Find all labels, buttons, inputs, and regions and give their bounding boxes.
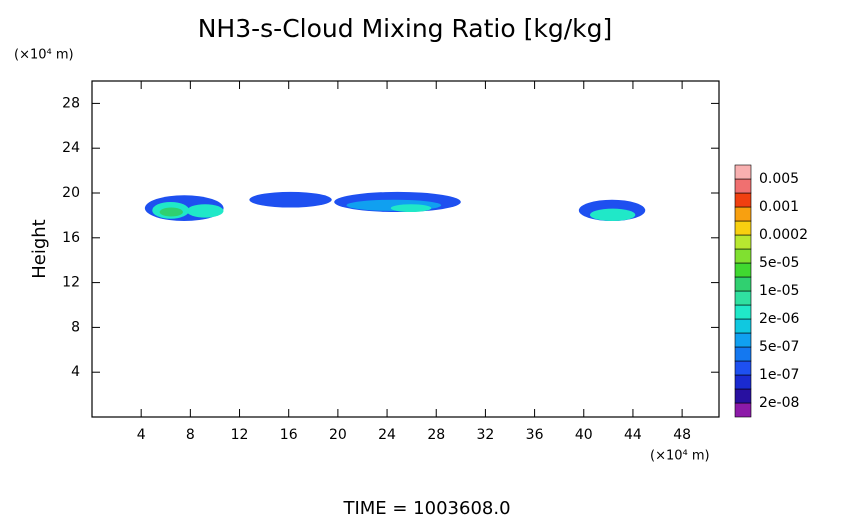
y-unit: (×10⁴ m) [14,48,74,63]
colorbar-swatch [734,374,752,390]
x-tick-label: 28 [427,427,445,443]
x-tick-label: 40 [575,427,593,443]
y-axis-label: Height [29,219,50,279]
y-tick-label: 28 [62,95,80,111]
colorbar-swatch [734,164,752,180]
colorbar-swatch [734,332,752,348]
colorbar-swatch [734,248,752,264]
y-tick-label: 16 [62,230,80,246]
colorbar-label: 1e-07 [759,367,799,383]
x-tick-label: 24 [378,427,396,443]
chart-title: NH3-s-Cloud Mixing Ratio [kg/kg] [198,14,613,43]
plot-frame [91,80,720,418]
colorbar-swatch [734,360,752,376]
y-tick-label: 24 [62,140,80,156]
x-unit: (×10⁴ m) [650,449,710,464]
colorbar-label: 5e-05 [759,255,799,271]
x-tick-label: 4 [137,427,146,443]
colorbar-swatch [734,206,752,222]
colorbar-label: 0.0002 [759,227,808,243]
footer: TIME = 1003608.0 [342,498,510,519]
y-tick-label: 8 [71,319,80,335]
x-tick-label: 12 [231,427,249,443]
colorbar-swatch [734,262,752,278]
colorbar-swatch [734,192,752,208]
cloud-region [159,207,183,217]
cloud-region [589,208,636,221]
colorbar-swatch [734,402,752,418]
colorbar-label: 1e-05 [759,283,799,299]
colorbar-swatch [734,220,752,236]
colorbar-swatch [734,178,752,194]
colorbar-swatch [734,346,752,362]
x-tick-label: 20 [329,427,347,443]
colorbar-label: 0.005 [759,171,799,187]
y-tick-label: 12 [62,275,80,291]
x-tick-label: 32 [476,427,494,443]
colorbar-swatch [734,290,752,306]
cloud-region [249,191,332,208]
colorbar-swatch [734,318,752,334]
colorbar-swatch [734,304,752,320]
colorbar-swatch [734,276,752,292]
colorbar-label: 0.001 [759,199,799,215]
x-tick-label: 16 [280,427,298,443]
colorbar-label: 2e-08 [759,395,799,411]
colorbar-swatch [734,388,752,404]
cloud-region [390,204,432,213]
x-tick-label: 48 [673,427,691,443]
y-tick-label: 20 [62,185,80,201]
colorbar-label: 2e-06 [759,311,799,327]
x-tick-label: 44 [624,427,642,443]
colorbar-label: 5e-07 [759,339,799,355]
x-tick-label: 8 [186,427,195,443]
y-tick-label: 4 [71,364,80,380]
colorbar-swatch [734,234,752,250]
cloud-region [186,204,224,218]
x-tick-label: 36 [526,427,544,443]
